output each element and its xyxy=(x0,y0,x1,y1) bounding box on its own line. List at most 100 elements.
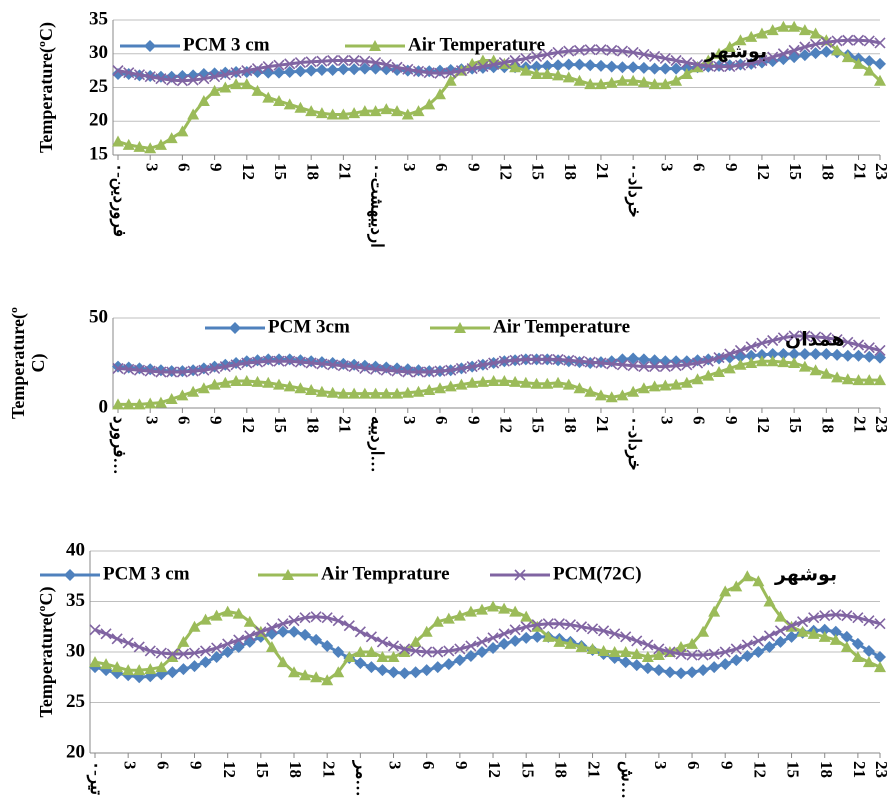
marker xyxy=(455,378,468,390)
marker xyxy=(155,73,167,85)
marker xyxy=(283,98,296,110)
marker xyxy=(745,349,758,362)
marker xyxy=(627,352,640,365)
marker xyxy=(681,359,693,371)
marker xyxy=(288,625,301,638)
y-tick-label: 20 xyxy=(66,741,85,762)
marker xyxy=(553,635,566,647)
marker xyxy=(123,363,135,375)
marker xyxy=(409,635,422,647)
marker xyxy=(391,63,404,76)
marker xyxy=(359,55,371,67)
marker xyxy=(369,105,382,117)
marker xyxy=(520,621,532,633)
marker xyxy=(609,628,621,640)
marker xyxy=(755,355,768,367)
marker xyxy=(652,649,665,661)
marker xyxy=(818,623,831,636)
marker xyxy=(841,349,854,362)
x-tick-label: 12 xyxy=(496,163,515,180)
marker xyxy=(730,643,742,655)
marker xyxy=(863,615,875,627)
marker xyxy=(272,66,285,79)
marker xyxy=(734,358,747,370)
marker xyxy=(310,671,323,683)
marker xyxy=(209,362,221,374)
marker xyxy=(616,389,629,401)
marker xyxy=(797,616,809,628)
annotation: همدان xyxy=(785,329,845,351)
marker xyxy=(573,44,586,56)
x-tick-label: 15 xyxy=(271,416,290,433)
x-tick-label: 18 xyxy=(551,761,570,778)
marker xyxy=(552,46,564,58)
marker xyxy=(305,357,317,369)
marker xyxy=(851,651,864,663)
marker xyxy=(133,364,146,376)
marker xyxy=(321,612,333,624)
marker xyxy=(112,360,124,373)
marker xyxy=(326,63,339,76)
marker xyxy=(818,630,831,642)
marker xyxy=(619,646,632,657)
marker xyxy=(208,84,221,96)
marker xyxy=(820,45,833,58)
marker xyxy=(606,44,618,56)
marker xyxy=(874,37,886,49)
marker xyxy=(831,334,843,346)
marker xyxy=(575,640,588,652)
marker xyxy=(255,626,267,638)
marker xyxy=(327,359,339,371)
marker xyxy=(680,376,693,388)
x-tick-label: 23 xyxy=(872,761,891,778)
marker xyxy=(288,615,300,627)
marker xyxy=(851,637,864,650)
marker xyxy=(380,103,393,115)
marker xyxy=(144,645,156,657)
legend-label: Air Temperature xyxy=(493,316,630,337)
marker xyxy=(809,47,822,60)
marker xyxy=(391,61,403,73)
marker xyxy=(358,387,371,399)
marker xyxy=(453,609,466,621)
marker xyxy=(498,355,510,367)
marker xyxy=(627,385,640,397)
marker xyxy=(197,382,210,394)
marker xyxy=(241,65,253,77)
marker xyxy=(305,384,318,395)
x-tick-label: 6 xyxy=(419,761,438,770)
marker xyxy=(498,602,511,614)
marker xyxy=(686,649,698,661)
marker xyxy=(734,34,747,46)
marker xyxy=(316,55,328,67)
marker xyxy=(262,376,275,388)
marker xyxy=(573,382,586,394)
marker xyxy=(487,600,500,612)
marker xyxy=(777,348,790,360)
marker xyxy=(187,74,199,86)
marker xyxy=(541,48,553,60)
marker xyxy=(445,364,457,376)
marker xyxy=(874,618,886,630)
series-line xyxy=(94,574,881,682)
marker xyxy=(637,76,650,88)
marker xyxy=(734,344,747,356)
marker xyxy=(862,644,875,657)
marker xyxy=(874,57,886,70)
x-tick-label: 18 xyxy=(303,163,322,180)
x-tick-label: 18 xyxy=(561,416,580,433)
marker xyxy=(597,644,610,656)
marker xyxy=(552,59,565,72)
marker xyxy=(605,391,618,403)
x-tick-label: 3 xyxy=(142,416,161,425)
marker xyxy=(365,646,378,657)
marker xyxy=(509,605,522,617)
marker xyxy=(730,580,743,592)
marker xyxy=(391,387,404,399)
marker xyxy=(232,607,245,619)
marker xyxy=(798,360,811,372)
marker xyxy=(829,633,842,645)
marker xyxy=(777,20,790,32)
x-tick-label: 15 xyxy=(518,761,537,778)
marker xyxy=(370,56,382,69)
